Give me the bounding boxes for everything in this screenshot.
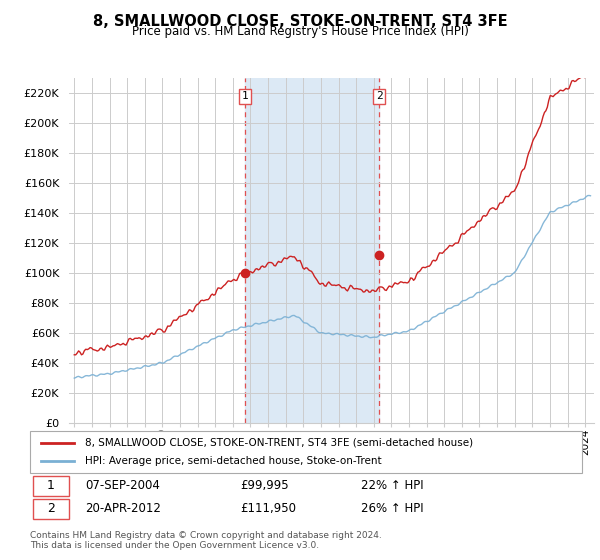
Text: £111,950: £111,950: [240, 502, 296, 515]
Text: 26% ↑ HPI: 26% ↑ HPI: [361, 502, 424, 515]
Text: 1: 1: [242, 91, 248, 101]
Text: 22% ↑ HPI: 22% ↑ HPI: [361, 479, 424, 492]
Text: 8, SMALLWOOD CLOSE, STOKE-ON-TRENT, ST4 3FE: 8, SMALLWOOD CLOSE, STOKE-ON-TRENT, ST4 …: [92, 14, 508, 29]
Text: This data is licensed under the Open Government Licence v3.0.: This data is licensed under the Open Gov…: [30, 541, 319, 550]
Text: 2: 2: [47, 502, 55, 515]
Text: 07-SEP-2004: 07-SEP-2004: [85, 479, 160, 492]
Bar: [33, 476, 68, 496]
Text: 1: 1: [47, 479, 55, 492]
Text: 2: 2: [376, 91, 383, 101]
Bar: [33, 499, 68, 519]
Text: £99,995: £99,995: [240, 479, 289, 492]
Bar: [245, 78, 379, 423]
Text: Contains HM Land Registry data © Crown copyright and database right 2024.: Contains HM Land Registry data © Crown c…: [30, 531, 382, 540]
Text: 20-APR-2012: 20-APR-2012: [85, 502, 161, 515]
Text: 8, SMALLWOOD CLOSE, STOKE-ON-TRENT, ST4 3FE (semi-detached house): 8, SMALLWOOD CLOSE, STOKE-ON-TRENT, ST4 …: [85, 438, 473, 448]
Text: HPI: Average price, semi-detached house, Stoke-on-Trent: HPI: Average price, semi-detached house,…: [85, 456, 382, 466]
Text: Price paid vs. HM Land Registry's House Price Index (HPI): Price paid vs. HM Land Registry's House …: [131, 25, 469, 38]
